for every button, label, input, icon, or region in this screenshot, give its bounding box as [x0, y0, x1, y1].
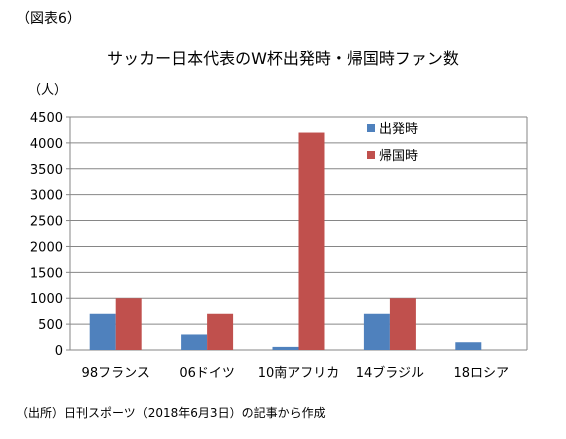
y-tick-label: 0	[55, 344, 63, 359]
x-tick-label: 14ブラジル	[356, 365, 424, 381]
tick-labels: 0 500 1000 1500 2000 2500 3000 3500 4000 4500 98フラ…	[30, 111, 509, 381]
bar-departure-2	[272, 346, 299, 350]
bar-departure-4	[455, 342, 482, 350]
figure-label: （図表6）	[16, 11, 81, 27]
bars	[89, 132, 482, 350]
y-tick-label: 3500	[30, 163, 63, 178]
y-tick-label: 3000	[30, 189, 63, 204]
y-tick-label: 4000	[30, 137, 63, 152]
y-tick-label: 4500	[30, 111, 63, 126]
legend-label-0: 出発時	[379, 122, 418, 137]
x-tick-label: 18ロシア	[454, 366, 510, 381]
x-tick-label: 10南アフリカ	[258, 365, 340, 381]
bar-departure-3	[363, 313, 390, 350]
bar-return-0	[115, 298, 142, 350]
bar-return-1	[207, 313, 234, 350]
bar-return-2	[298, 132, 325, 350]
x-tick-label: 98フランス	[82, 366, 150, 381]
bar-return-3	[389, 298, 416, 350]
bar-departure-0	[89, 313, 116, 350]
y-tick-label: 1500	[30, 266, 63, 281]
legend-swatch-1	[367, 151, 375, 159]
source-note: （出所）日刊スポーツ（2018年6月3日）の記事から作成	[16, 406, 326, 420]
chart-title: サッカー日本代表のW杯出発時・帰国時ファン数	[107, 49, 459, 68]
bar-departure-1	[181, 334, 208, 350]
y-tick-label: 500	[38, 318, 63, 333]
y-tick-label: 2000	[30, 240, 63, 255]
y-axis-unit-label: （人）	[28, 83, 67, 98]
y-tick-label: 1000	[30, 292, 63, 307]
y-tick-label: 2500	[30, 215, 63, 230]
x-tick-label: 06ドイツ	[179, 366, 235, 381]
legend-swatch-0	[367, 124, 375, 132]
legend-label-1: 帰国時	[379, 148, 418, 164]
